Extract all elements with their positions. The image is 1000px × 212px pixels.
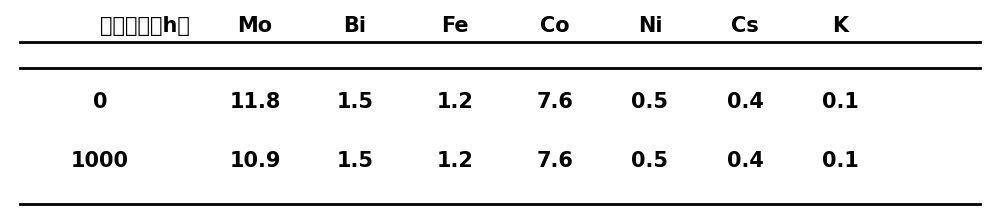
Text: 1.5: 1.5 [336,151,374,171]
Text: 0.1: 0.1 [822,92,858,112]
Text: Bi: Bi [344,17,366,36]
Text: 10.9: 10.9 [229,151,281,171]
Text: Mo: Mo [237,17,273,36]
Text: 1000: 1000 [71,151,129,171]
Text: Ni: Ni [638,17,662,36]
Text: 11.8: 11.8 [229,92,281,112]
Text: Cs: Cs [731,17,759,36]
Text: 7.6: 7.6 [537,151,573,171]
Text: 0.5: 0.5 [632,92,668,112]
Text: 7.6: 7.6 [537,92,573,112]
Text: 0.4: 0.4 [727,92,763,112]
Text: 反应时间（h）: 反应时间（h） [100,17,190,36]
Text: Fe: Fe [441,17,469,36]
Text: 1.5: 1.5 [336,92,374,112]
Text: 0.1: 0.1 [822,151,858,171]
Text: 1.2: 1.2 [437,92,473,112]
Text: K: K [832,17,848,36]
Text: 1.2: 1.2 [437,151,473,171]
Text: 0.4: 0.4 [727,151,763,171]
Text: Co: Co [540,17,570,36]
Text: 0: 0 [93,92,107,112]
Text: 0.5: 0.5 [632,151,668,171]
